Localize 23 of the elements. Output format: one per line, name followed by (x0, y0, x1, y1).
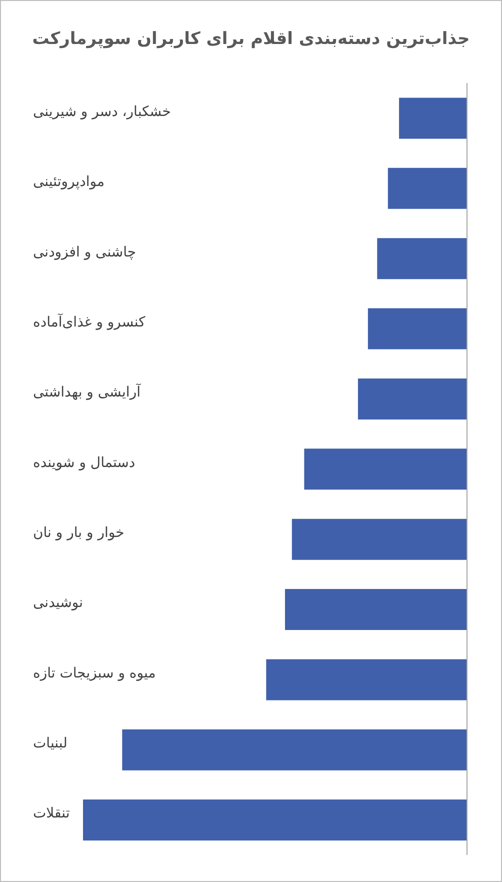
bar (122, 729, 467, 770)
bar (358, 378, 467, 420)
chart-title: جذاب‌ترین دسته‌بندی اقلام برای کاربران سوپرمارکت (31, 29, 471, 49)
bar (388, 168, 467, 209)
bar (83, 800, 467, 841)
bar (368, 308, 467, 350)
bar (377, 238, 467, 280)
bar (266, 659, 467, 700)
y-tick-label: میوه و سبزیجات تازه (33, 665, 156, 682)
y-tick-label: خشکبار، دسر و شیرینی (33, 104, 171, 120)
y-tick-label: کنسرو و غذای‌آماده (33, 312, 146, 330)
y-tick-label: چاشنی و افزودنی (33, 244, 136, 260)
bar (399, 98, 467, 139)
y-tick-label: نوشیدنی (33, 595, 83, 612)
bar (292, 518, 467, 560)
y-tick-label: دستمال و شوینده (33, 454, 136, 471)
y-tick-label: تنقلات (33, 806, 70, 822)
y-tick-label: موادپروتئینی (33, 174, 104, 190)
y-tick-label: آرایشی و بهداشتی (33, 382, 142, 401)
y-tick-label: لبنیات (33, 736, 68, 752)
y-tick-label: خوار و بار و نان (33, 525, 124, 542)
bar (284, 589, 467, 630)
bar (304, 448, 467, 490)
